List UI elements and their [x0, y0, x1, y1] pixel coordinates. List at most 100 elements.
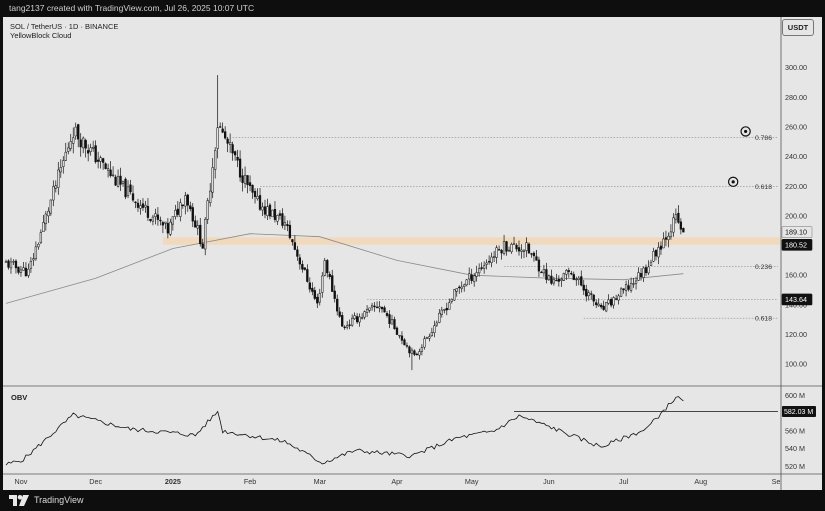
candle-body [575, 278, 578, 281]
candle [141, 198, 145, 211]
candle [580, 270, 583, 287]
candle-body [585, 288, 588, 297]
time-tick-label: 2025 [165, 477, 181, 486]
candle [266, 198, 269, 221]
candle [560, 277, 563, 287]
candle-body [34, 246, 38, 260]
candle [134, 201, 137, 209]
candle-body [644, 267, 648, 274]
candle-body [87, 150, 90, 154]
candle-body [418, 351, 421, 356]
candle [557, 275, 561, 287]
candle-body [196, 225, 199, 229]
candle [258, 188, 262, 212]
candle [605, 302, 608, 313]
candle-body [602, 305, 605, 310]
candle [639, 268, 643, 281]
candle-body [502, 241, 506, 254]
candle [171, 216, 175, 231]
candle [67, 142, 70, 155]
candle-body [181, 204, 184, 207]
candle-body [256, 196, 259, 200]
candle [624, 280, 628, 297]
candle-body [525, 242, 528, 251]
candle-body [370, 305, 374, 308]
candle-body [438, 312, 441, 323]
candle-body [497, 249, 501, 251]
candle-body [555, 279, 558, 282]
candle [129, 179, 132, 195]
candle [24, 262, 28, 277]
candle-body [226, 138, 229, 144]
candle-body [425, 337, 429, 339]
candle [433, 320, 436, 338]
candle [131, 185, 135, 203]
candle-body [560, 279, 563, 281]
candle-body [231, 144, 234, 154]
candle [119, 167, 122, 191]
candle [375, 301, 379, 309]
price-tick-label: 160.00 [785, 271, 807, 280]
candle [92, 140, 95, 152]
candle [413, 349, 416, 357]
candle [565, 268, 568, 280]
candle-body [323, 260, 326, 276]
candle [555, 273, 558, 282]
candle-body [400, 335, 404, 341]
candle [233, 150, 237, 161]
candle [87, 144, 90, 162]
candle [176, 201, 179, 218]
candle [470, 268, 473, 284]
candle [14, 259, 18, 274]
candle [243, 166, 247, 188]
candle [54, 180, 57, 193]
candle [293, 235, 297, 251]
tradingview-brand: TradingView [34, 495, 84, 505]
candle [677, 205, 680, 224]
candle [326, 259, 329, 278]
candle-body [565, 270, 568, 275]
candle-body [9, 261, 13, 269]
candle [390, 314, 394, 325]
candle-body [333, 290, 336, 299]
candle-body [537, 259, 541, 272]
candle-body [450, 298, 453, 302]
candle-body [283, 222, 287, 226]
candle-body [261, 206, 264, 211]
candle-body [637, 272, 640, 281]
currency-button[interactable]: USDT [782, 19, 814, 36]
candle-body [627, 285, 630, 290]
time-tick-label: Feb [244, 477, 256, 486]
time-tick-label: May [465, 477, 479, 486]
candle-body [408, 346, 411, 354]
candle [27, 263, 30, 279]
candle-body [136, 202, 140, 208]
candle [47, 207, 50, 223]
candle-body [116, 176, 120, 187]
candle-body [94, 145, 97, 163]
candle [111, 166, 115, 178]
time-tick-label: Nov [15, 477, 28, 486]
candle-body [161, 222, 165, 226]
candle [303, 267, 306, 271]
candle [657, 242, 660, 265]
price-tick-label: 260.00 [785, 122, 807, 131]
candle [106, 163, 110, 178]
target-markers-layer [727, 126, 751, 188]
candle [149, 218, 152, 223]
candle [627, 280, 630, 292]
candle [674, 208, 678, 224]
candle-body [677, 212, 680, 223]
candle-body [219, 126, 222, 128]
candle-body [194, 220, 197, 228]
candle [507, 246, 511, 253]
candle [644, 264, 648, 276]
candle [211, 158, 214, 199]
candle-body [104, 163, 107, 169]
candle [209, 183, 212, 207]
candle [146, 198, 150, 221]
candle [582, 279, 585, 295]
candle [346, 321, 349, 330]
candle-body [642, 267, 645, 278]
